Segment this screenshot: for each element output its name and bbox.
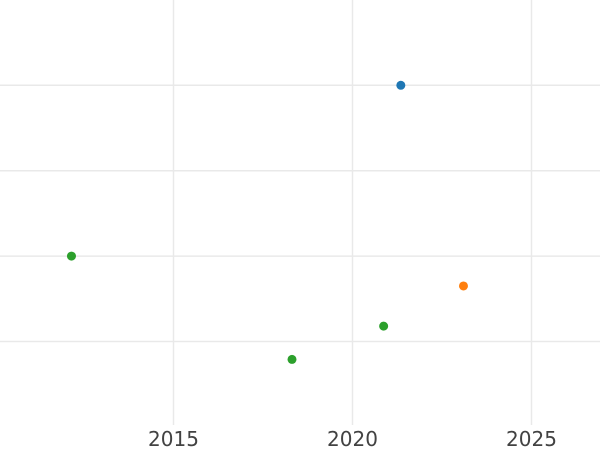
- x-tick-label: 2020: [327, 427, 378, 450]
- data-point-green: [379, 321, 389, 331]
- data-point-orange: [458, 281, 468, 291]
- data-point-blue: [396, 80, 406, 90]
- data-point-green: [66, 251, 76, 261]
- x-tick-label: 2015: [148, 427, 199, 450]
- x-tick-label: 2025: [506, 427, 557, 450]
- data-point-green: [287, 354, 297, 364]
